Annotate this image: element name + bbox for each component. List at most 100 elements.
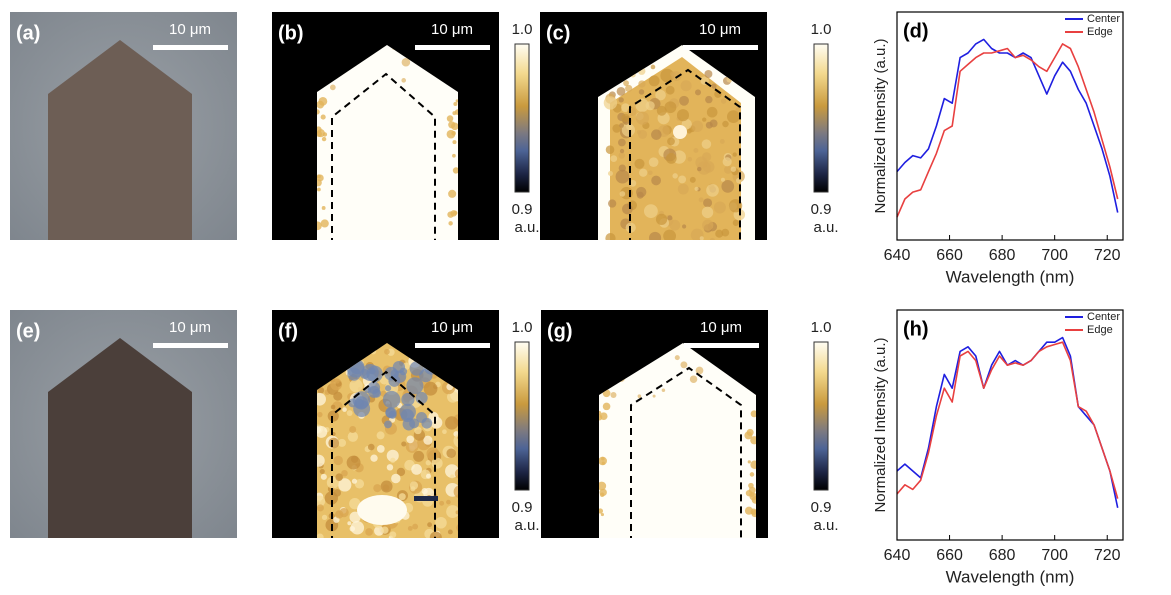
speck [446,500,451,505]
speck [663,230,676,243]
speck [690,177,696,183]
speck [451,131,456,136]
speck [426,447,439,460]
speck [634,159,644,169]
colorbar-min: 0.9 [811,201,832,218]
speck [381,527,388,534]
speck [639,169,647,177]
speck [692,121,703,132]
scale-bar-label: 10 μm [169,21,211,38]
speck [342,407,347,412]
scale-bar-label: 10 μm [699,21,741,38]
speck [702,117,706,121]
speck [349,426,356,433]
speck [636,99,649,112]
speck [334,456,343,465]
speck [450,474,454,478]
speck [667,137,675,145]
speck [351,521,365,535]
x-tick-label: 660 [936,547,963,564]
speck [349,379,362,392]
speck [637,130,641,134]
speck [381,481,393,493]
speck [600,493,605,498]
speck [384,367,398,381]
speck [439,501,444,506]
speck [699,197,704,202]
speck [695,89,701,95]
x-tick-label: 700 [1041,247,1068,264]
speck [414,496,438,501]
speck [406,436,414,444]
speck [335,473,343,481]
speck [707,107,718,118]
colorbar-min: 0.9 [512,499,533,516]
speck [387,464,393,470]
speck [601,513,604,516]
speck [400,368,408,376]
speck [435,517,447,529]
speck [352,479,357,484]
panel-label: (d) [903,20,929,42]
scale-bar [153,343,228,348]
speck [621,114,629,122]
speck [720,139,725,144]
speck [372,389,381,398]
y-axis-label: Normalized Intensity (a.u.) [872,38,889,213]
speck [667,215,672,220]
speck [679,96,689,106]
speck [357,495,407,525]
speck [648,170,653,175]
speck [389,411,397,419]
speck [448,221,452,225]
speck [317,129,325,137]
speck [319,97,328,106]
speck [706,122,713,129]
image-panel: (e)10 μm [10,310,237,548]
speck [731,166,736,171]
speck [330,85,336,91]
scale-bar [415,45,490,50]
speck [423,436,432,445]
colorbar [814,342,828,490]
speck [391,474,400,483]
x-tick-label: 680 [989,547,1016,564]
speck [453,211,457,215]
speck [715,230,723,238]
speck [427,522,432,527]
speck [723,157,732,166]
speck [649,232,661,244]
panel-label: (h) [903,318,929,340]
speck [680,361,687,368]
panel-label: (b) [278,22,304,44]
speck [721,98,726,103]
speck [620,149,624,153]
speck [653,395,656,398]
speck [623,80,629,86]
speck [748,460,751,463]
speck [675,355,680,360]
image-panel: (b)10 μm1.00.9a.u. [272,12,540,245]
x-axis-label: Wavelength (nm) [946,567,1075,586]
x-tick-label: 660 [936,247,963,264]
speck [321,474,327,480]
scale-bar [683,45,758,50]
speck [384,420,392,428]
speck [733,152,737,156]
speck [383,391,401,409]
legend-label: Edge [1087,26,1113,38]
x-tick-label: 720 [1094,547,1121,564]
speck [385,385,391,391]
speck [619,123,624,128]
speck [721,180,734,193]
speck [670,71,675,76]
speck [749,492,754,497]
speck [351,456,358,463]
speck [678,184,689,195]
speck [322,206,326,210]
speck [636,111,649,124]
speck [606,145,615,154]
panel-label: (e) [16,320,40,342]
